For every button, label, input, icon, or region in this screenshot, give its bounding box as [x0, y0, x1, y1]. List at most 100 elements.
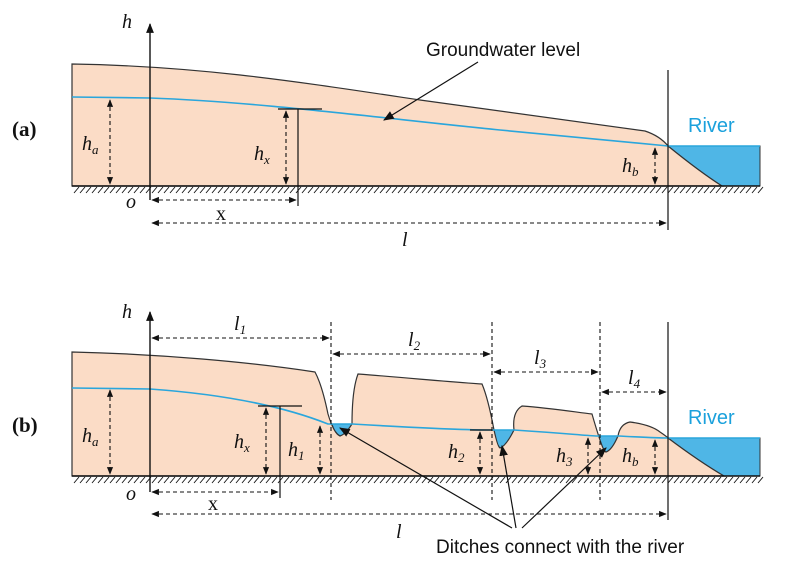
ground-hatch-stroke: [397, 476, 404, 484]
ground-hatch-stroke: [103, 186, 110, 194]
ground-hatch-stroke: [133, 186, 140, 194]
ground-hatch-stroke: [157, 186, 164, 194]
ground-hatch-stroke: [451, 186, 458, 194]
ground-hatch-stroke: [235, 186, 242, 194]
ground-hatch-stroke: [301, 186, 308, 194]
ground-hatch-stroke: [499, 186, 506, 194]
ground-hatch-stroke: [571, 476, 578, 484]
ground-hatch-stroke: [445, 186, 452, 194]
ground-hatch-stroke: [661, 476, 668, 484]
ground-hatch-stroke: [121, 186, 128, 194]
ground-hatch-stroke: [493, 476, 500, 484]
ground-hatch-stroke: [553, 476, 560, 484]
ground-hatch-stroke: [403, 476, 410, 484]
ha-label-b: ha: [82, 425, 99, 449]
ground-hatch-stroke: [733, 476, 740, 484]
ground-hatch-stroke: [355, 186, 362, 194]
ground-hatch-stroke: [133, 476, 140, 484]
ground-hatch-stroke: [487, 186, 494, 194]
ground-hatch-stroke: [433, 186, 440, 194]
ground-hatch-stroke: [241, 186, 248, 194]
ground-hatch-stroke: [223, 186, 230, 194]
ground-hatch-stroke: [193, 186, 200, 194]
ground-hatch-stroke: [637, 476, 644, 484]
ground-hatch-stroke: [691, 186, 698, 194]
ground-hatch-stroke: [193, 476, 200, 484]
ground-hatch-stroke: [283, 186, 290, 194]
groundwater-label-a: Groundwater level: [426, 40, 580, 61]
h3-label-b: h3: [556, 445, 573, 469]
ground-hatch-stroke: [559, 186, 566, 194]
ground-hatch-stroke: [229, 476, 236, 484]
ground-hatch-stroke: [379, 186, 386, 194]
ground-hatch-stroke: [415, 476, 422, 484]
ground-hatch-stroke: [199, 186, 206, 194]
ground-hatch-stroke: [391, 476, 398, 484]
ground-hatch-stroke: [739, 476, 746, 484]
ground-hatch-stroke: [91, 186, 98, 194]
ground-hatch-stroke: [205, 476, 212, 484]
ground-hatch-stroke: [241, 476, 248, 484]
h-axis-label-a: h: [122, 11, 132, 33]
ground-hatch-stroke: [307, 476, 314, 484]
ground-hatch-stroke: [583, 186, 590, 194]
ground-hatch-stroke: [79, 476, 86, 484]
ground-hatch-stroke: [547, 186, 554, 194]
ground-hatch-stroke: [109, 476, 116, 484]
ground-hatch-stroke: [337, 476, 344, 484]
ground-hatch-stroke: [529, 476, 536, 484]
ground-hatch-stroke: [97, 186, 104, 194]
hb-label-b: hb: [622, 445, 639, 469]
ground-hatch-stroke: [523, 186, 530, 194]
ground-hatch-stroke: [463, 186, 470, 194]
ground-hatch-stroke: [649, 186, 656, 194]
ground-hatch-stroke: [481, 476, 488, 484]
ground-hatch-stroke: [637, 186, 644, 194]
ground-hatch-stroke: [259, 476, 266, 484]
ground-hatch-stroke: [115, 186, 122, 194]
ground-hatch-stroke: [505, 186, 512, 194]
ground-hatch-stroke: [103, 476, 110, 484]
ground-hatch-stroke: [655, 186, 662, 194]
ground-hatch-stroke: [427, 186, 434, 194]
ground-hatch-stroke: [613, 476, 620, 484]
ground-hatch-stroke: [679, 476, 686, 484]
ground-hatch-stroke: [619, 476, 626, 484]
ground-hatch-stroke: [277, 186, 284, 194]
ground-hatch-stroke: [757, 186, 764, 194]
ground-hatch-stroke: [199, 476, 206, 484]
soil-body-a: [71, 63, 725, 187]
ground-hatch-stroke: [469, 186, 476, 194]
ground-hatch-stroke: [631, 476, 638, 484]
ground-hatch-stroke: [445, 476, 452, 484]
ground-hatch-stroke: [625, 186, 632, 194]
ground-hatch-stroke: [211, 476, 218, 484]
ground-hatch-stroke: [283, 476, 290, 484]
ground-hatch-stroke: [457, 476, 464, 484]
ground-hatch-stroke: [475, 186, 482, 194]
ground-hatch-stroke: [751, 476, 758, 484]
ground-hatch-stroke: [727, 476, 734, 484]
ground-hatch-stroke: [301, 476, 308, 484]
l-label-a: l: [402, 229, 408, 251]
ground-hatch-stroke: [403, 186, 410, 194]
ground-hatch-stroke: [265, 186, 272, 194]
ground-hatch-stroke: [85, 186, 92, 194]
ground-hatch-stroke: [373, 476, 380, 484]
ground-hatch-stroke: [271, 476, 278, 484]
ground-hatch-stroke: [745, 186, 752, 194]
ha-label-a: ha: [82, 133, 99, 157]
ground-hatch-stroke: [715, 186, 722, 194]
ground-hatch-stroke: [505, 476, 512, 484]
ground-hatch-stroke: [157, 476, 164, 484]
ground-hatch-stroke: [595, 186, 602, 194]
ground-hatch-stroke: [649, 476, 656, 484]
ground-hatch-stroke: [235, 476, 242, 484]
ground-hatch-stroke: [511, 186, 518, 194]
ground-hatch-stroke: [289, 186, 296, 194]
ground-hatch-stroke: [229, 186, 236, 194]
ditch-pointer-1: [339, 427, 513, 529]
ground-hatch-stroke: [451, 476, 458, 484]
ground-hatch-stroke: [79, 186, 86, 194]
hb-label-a: hb: [622, 155, 639, 179]
